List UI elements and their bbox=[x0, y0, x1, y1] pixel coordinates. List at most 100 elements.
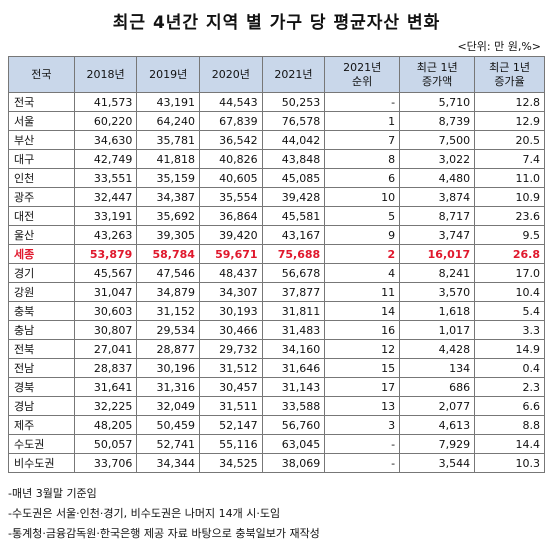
cell-y2020: 44,543 bbox=[198, 92, 263, 112]
notes: -매년 3월말 기준임 -수도권은 서울·인천·경기, 비수도권은 나머지 14개… bbox=[8, 484, 320, 544]
cell-rate: 20.5 bbox=[474, 130, 545, 150]
table-title: 최근 4년간 지역 별 가구 당 평균자산 변화 bbox=[112, 13, 441, 33]
cell-region: 대구 bbox=[8, 149, 75, 169]
cell-rate: 11.0 bbox=[474, 168, 545, 188]
cell-y2021: 31,646 bbox=[261, 358, 326, 378]
cell-y2021: 56,678 bbox=[261, 263, 326, 283]
note-line: -수도권은 서울·인천·경기, 비수도권은 나머지 14개 시·도임 bbox=[8, 507, 281, 520]
cell-region: 경북 bbox=[8, 377, 75, 397]
table-row: 전국 41,573 43,191 44,543 50,253-5,710 12.8 bbox=[8, 92, 545, 112]
cell-inc: 3,570 bbox=[399, 282, 476, 302]
cell-rank: - bbox=[324, 92, 401, 112]
cell-rank: 10 bbox=[324, 187, 401, 207]
cell-y2021: 31,811 bbox=[261, 301, 326, 321]
cell-region: 광주 bbox=[8, 187, 75, 207]
cell-rank: 5 bbox=[324, 206, 401, 226]
cell-y2021: 50,253 bbox=[261, 92, 326, 112]
cell-y2020: 31,512 bbox=[198, 358, 263, 378]
cell-y2019: 35,781 bbox=[136, 130, 200, 150]
table-row: 전북 27,041 28,877 29,732 34,160 12 4,428 14.9 bbox=[8, 339, 545, 359]
cell-y2018: 45,567 bbox=[73, 263, 138, 283]
cell-y2020: 30,457 bbox=[198, 377, 263, 397]
cell-y2019: 43,191 bbox=[136, 92, 200, 112]
cell-y2019: 29,534 bbox=[136, 320, 200, 340]
cell-y2019: 35,692 bbox=[136, 206, 200, 226]
cell-y2020: 48,437 bbox=[198, 263, 263, 283]
cell-inc: 3,747 bbox=[399, 225, 476, 245]
cell-y2021: 63,045 bbox=[261, 434, 326, 454]
table-row: 경남 32,225 32,049 31,511 33,588 13 2,077 6.6 bbox=[8, 396, 545, 416]
cell-y2020: 36,542 bbox=[198, 130, 263, 150]
cell-inc: 4,613 bbox=[399, 415, 476, 435]
column-header: 2021년 순위 bbox=[324, 56, 401, 93]
cell-inc: 3,874 bbox=[399, 187, 476, 207]
table-row: 충북 30,603 31,152 30,193 31,811 14 1,618 5.4 bbox=[8, 301, 545, 321]
cell-y2019: 34,344 bbox=[136, 453, 200, 473]
cell-region: 전남 bbox=[8, 358, 75, 378]
cell-y2018: 60,220 bbox=[73, 111, 138, 131]
cell-inc: 134 bbox=[399, 358, 476, 378]
cell-rate: 26.8 bbox=[474, 244, 545, 264]
table-row: 제주 48,205 50,459 52,147 56,760 3 4,613 8.8 bbox=[8, 415, 545, 435]
cell-y2019: 32,049 bbox=[136, 396, 200, 416]
cell-rate: 12.8 bbox=[474, 92, 545, 112]
cell-y2019: 39,305 bbox=[136, 225, 200, 245]
cell-inc: 3,544 bbox=[399, 453, 476, 473]
cell-region: 울산 bbox=[8, 225, 75, 245]
cell-rate: 12.9 bbox=[474, 111, 545, 131]
table-row: 부산 34,630 35,781 36,542 44,042 7 7,500 20.5 bbox=[8, 130, 545, 150]
cell-rank: - bbox=[324, 434, 401, 454]
cell-inc: 16,017 bbox=[399, 244, 476, 264]
cell-region: 제주 bbox=[8, 415, 75, 435]
cell-y2020: 39,420 bbox=[198, 225, 263, 245]
cell-y2021: 76,578 bbox=[261, 111, 326, 131]
table-row: 충남 30,807 29,534 30,466 31,483 16 1,017 3.3 bbox=[8, 320, 545, 340]
cell-rate: 3.3 bbox=[474, 320, 545, 340]
cell-y2018: 33,706 bbox=[73, 453, 138, 473]
cell-y2018: 28,837 bbox=[73, 358, 138, 378]
table-row: 광주 32,447 34,387 35,554 39,428 10 3,874 10.9 bbox=[8, 187, 545, 207]
cell-y2020: 55,116 bbox=[198, 434, 263, 454]
table-row: 전남 28,837 30,196 31,512 31,646 15 134 0.4 bbox=[8, 358, 545, 378]
asset-table: 전국 2018년 2019년 2020년 2021년 2021년 순위 최근 1년 증가액 최근 … bbox=[8, 56, 545, 473]
cell-rank: 7 bbox=[324, 130, 401, 150]
cell-rank: 6 bbox=[324, 168, 401, 188]
cell-rank: - bbox=[324, 453, 401, 473]
cell-y2019: 50,459 bbox=[136, 415, 200, 435]
cell-region: 경기 bbox=[8, 263, 75, 283]
cell-inc: 1,017 bbox=[399, 320, 476, 340]
cell-y2020: 30,193 bbox=[198, 301, 263, 321]
cell-rank: 2 bbox=[324, 244, 401, 264]
cell-y2020: 59,671 bbox=[198, 244, 263, 264]
cell-inc: 5,710 bbox=[399, 92, 476, 112]
cell-rank: 8 bbox=[324, 149, 401, 169]
cell-inc: 1,618 bbox=[399, 301, 476, 321]
cell-rate: 2.3 bbox=[474, 377, 545, 397]
cell-y2020: 40,826 bbox=[198, 149, 263, 169]
cell-y2021: 45,085 bbox=[261, 168, 326, 188]
cell-y2018: 32,225 bbox=[73, 396, 138, 416]
cell-region: 대전 bbox=[8, 206, 75, 226]
cell-rate: 0.4 bbox=[474, 358, 545, 378]
cell-region: 경남 bbox=[8, 396, 75, 416]
cell-y2018: 33,551 bbox=[73, 168, 138, 188]
cell-region: 전국 bbox=[8, 92, 75, 112]
table-row: 수도권 50,057 52,741 55,116 63,045-7,929 14.4 bbox=[8, 434, 545, 454]
cell-region: 부산 bbox=[8, 130, 75, 150]
cell-y2021: 31,483 bbox=[261, 320, 326, 340]
table-row: 세종 53,879 58,784 59,671 75,688 2 16,017 26.8 bbox=[8, 244, 545, 264]
cell-y2019: 64,240 bbox=[136, 111, 200, 131]
cell-y2018: 31,641 bbox=[73, 377, 138, 397]
cell-rate: 10.4 bbox=[474, 282, 545, 302]
table-row: 경북 31,641 31,316 30,457 31,143 17 686 2.3 bbox=[8, 377, 545, 397]
cell-y2020: 36,864 bbox=[198, 206, 263, 226]
cell-rank: 11 bbox=[324, 282, 401, 302]
unit-label: <단위: 만 원,%> bbox=[457, 40, 541, 53]
note-line: -매년 3월말 기준임 bbox=[8, 487, 97, 500]
cell-rate: 9.5 bbox=[474, 225, 545, 245]
column-header: 2020년 bbox=[198, 56, 263, 93]
cell-inc: 7,500 bbox=[399, 130, 476, 150]
cell-rate: 5.4 bbox=[474, 301, 545, 321]
cell-y2021: 44,042 bbox=[261, 130, 326, 150]
cell-region: 수도권 bbox=[8, 434, 75, 454]
